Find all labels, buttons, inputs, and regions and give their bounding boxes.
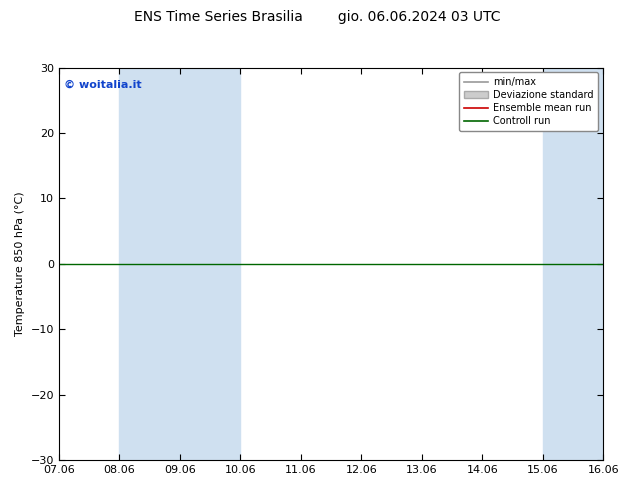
- Legend: min/max, Deviazione standard, Ensemble mean run, Controll run: min/max, Deviazione standard, Ensemble m…: [459, 73, 598, 131]
- Y-axis label: Temperature 850 hPa (°C): Temperature 850 hPa (°C): [15, 192, 25, 336]
- Bar: [543, 68, 603, 460]
- Text: © woitalia.it: © woitalia.it: [65, 79, 142, 89]
- Text: ENS Time Series Brasilia        gio. 06.06.2024 03 UTC: ENS Time Series Brasilia gio. 06.06.2024…: [134, 10, 500, 24]
- Bar: [119, 68, 240, 460]
